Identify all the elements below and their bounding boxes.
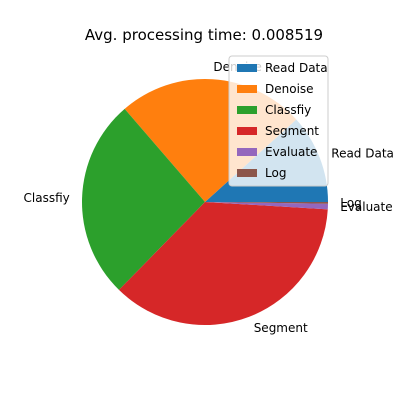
legend-label-evaluate: Evaluate	[265, 145, 317, 159]
legend-swatch-denoise	[237, 85, 257, 93]
legend-label-read-data: Read Data	[265, 61, 328, 75]
slice-segment	[118, 202, 328, 325]
slice-evaluate	[205, 202, 328, 210]
legend: Read Data Denoise Classfiy Segment Evaluate L…	[228, 55, 329, 187]
legend-swatch-segment	[237, 127, 257, 135]
legend-label-classfiy: Classfiy	[265, 103, 311, 117]
slice-label-classfiy: Classfiy	[24, 191, 70, 205]
legend-label-denoise: Denoise	[265, 82, 314, 96]
slice-classfiy	[82, 108, 205, 290]
legend-swatch-evaluate	[237, 148, 257, 156]
legend-swatch-log	[237, 169, 257, 177]
chart-title: Avg. processing time: 0.008519	[85, 26, 323, 44]
legend-swatch-classfiy	[237, 106, 257, 114]
legend-label-segment: Segment	[265, 124, 319, 138]
slice-label-read-data: Read Data	[331, 146, 394, 160]
slice-log	[205, 202, 328, 204]
slice-label-evaluate: Evaluate	[340, 200, 392, 214]
slice-label-segment: Segment	[254, 321, 308, 335]
slice-label-log: Log	[340, 196, 361, 210]
legend-label-log: Log	[265, 166, 286, 180]
legend-swatch-read-data	[237, 64, 257, 72]
